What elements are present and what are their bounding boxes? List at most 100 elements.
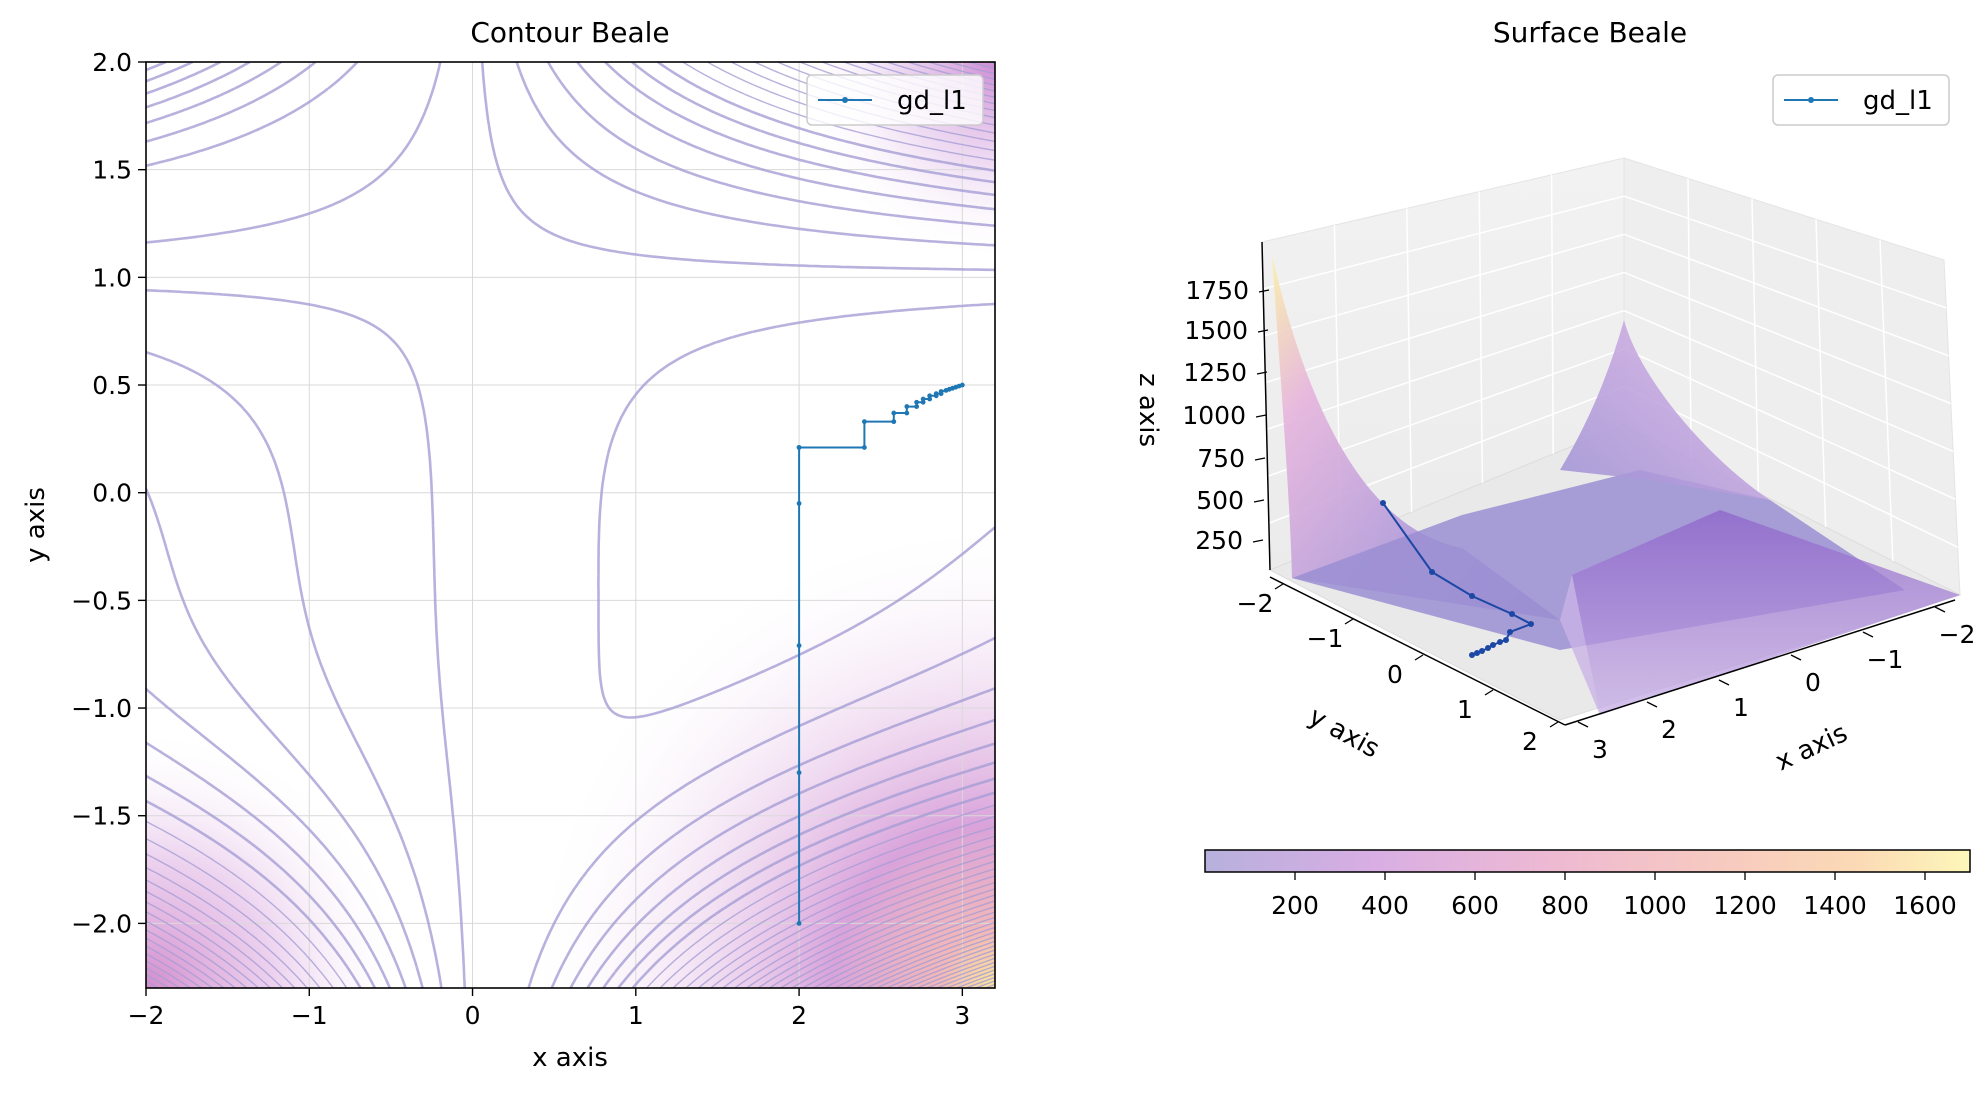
contour-level-3: [146, 62, 995, 988]
contour-level-20: [146, 62, 995, 988]
colorbar-tick-label: 1600: [1893, 891, 1957, 920]
contour-grid: [146, 62, 995, 988]
surface-z-tick-mark: [1257, 329, 1269, 333]
surface-y-tick-mark: [1274, 583, 1284, 590]
gd-l1-point: [914, 399, 920, 405]
pane-grid-line: [1623, 195, 1947, 309]
surface-x-tick-mark: [1862, 631, 1874, 638]
surface-gd-l1-point: [1429, 569, 1435, 575]
contour-level-19: [146, 62, 995, 988]
surface-z-tick-label: 500: [1196, 486, 1244, 515]
pane-grid-line: [1266, 309, 1625, 431]
pane-grid-line: [1623, 348, 1956, 500]
surface-z-tick-label: 1750: [1185, 276, 1249, 305]
pane-grid-line: [1751, 198, 1760, 494]
surface-y-tick-mark: [1484, 689, 1494, 696]
gd-l1-point: [796, 445, 802, 450]
contour-y-tick-label: 0.5: [92, 371, 132, 400]
gd-l1-point: [796, 770, 802, 776]
contour-axes-frame: [145, 61, 996, 989]
contour-level-4: [146, 62, 995, 988]
colorbar-tick-label: 400: [1361, 891, 1409, 920]
pane-grid-line: [1406, 208, 1413, 513]
pane-grid-line: [1623, 271, 1952, 405]
surface-z-ticks: 250 500 750 1000 1250 1500 1750: [1182, 276, 1270, 555]
colorbar-tick-label: 600: [1451, 891, 1499, 920]
colorbar-tick-label: 1000: [1623, 891, 1687, 920]
surface-x-tick-mark: [1646, 701, 1658, 708]
surface-y-label: y axis: [1303, 702, 1384, 765]
contour-level-9: [146, 62, 995, 988]
surface-x-tick-label: 2: [1661, 715, 1677, 744]
gd-l1-point: [796, 643, 802, 648]
surface-gd-l1-point: [1485, 645, 1491, 651]
contour-y-tick-label: −1.0: [71, 694, 132, 723]
colorbar-tick-label: 1200: [1713, 891, 1777, 920]
gd-l1-point: [891, 410, 897, 416]
gd-l1-point: [861, 419, 867, 425]
pane-grid-line: [1550, 174, 1554, 455]
contour-level-7: [146, 62, 995, 988]
surface-x-tick-label: 1: [1733, 693, 1749, 722]
surface-x-tick-label: 0: [1805, 668, 1821, 697]
surface-front-fold: [1572, 510, 1960, 715]
surface-title: Surface Beale: [1493, 16, 1687, 49]
gd-l1-point: [796, 501, 802, 506]
contour-legend: gd_l1: [806, 74, 984, 126]
colorbar-tick-label: 200: [1271, 891, 1319, 920]
surface-gd-l1-point: [1497, 639, 1503, 645]
surface-legend: gd_l1: [1772, 74, 1950, 126]
surface-z-tick-mark: [1256, 371, 1268, 375]
surface-gd-l1-point: [1469, 652, 1475, 658]
contour-legend-box: [806, 74, 984, 126]
surface-gd-l1-point: [1490, 642, 1496, 648]
gd-l1-point: [861, 445, 867, 450]
contour-x-tick-label: −2: [128, 1001, 165, 1030]
surface-chart: Surface Beale 2505007501000125015001750 …: [1133, 16, 1975, 920]
surface-front-lip: [1560, 575, 1600, 715]
contour-title: Contour Beale: [470, 16, 669, 49]
contour-y-tick-label: 1.0: [92, 263, 132, 292]
surface-z-tick-mark: [1258, 289, 1270, 293]
pane-grid-line: [1478, 191, 1484, 484]
contour-level-17: [146, 62, 995, 988]
surface-gd-l1-point: [1474, 650, 1480, 656]
surface-z-label: z axis: [1133, 373, 1163, 447]
pane-grid-line: [1623, 386, 1959, 548]
surface-x-tick-label: −2: [1939, 620, 1976, 649]
surface-x-tick-mark: [1718, 679, 1730, 686]
surface-y-tick-mark: [1414, 654, 1424, 661]
colorbar: 200 400 600 800 1000 1200 1400 1600: [1204, 849, 1971, 920]
contour-y-tick-label: −2.0: [71, 909, 132, 938]
surface-x-ticks: −2 −1 0 1 2 3: [1577, 606, 1976, 764]
surface-gd-l1-point: [1479, 648, 1485, 654]
contour-x-ticks: −2 −1 0 1 2 3: [128, 988, 970, 1030]
contour-y-tick-label: 2.0: [92, 48, 132, 77]
surface-legend-label: gd_l1: [1863, 86, 1933, 116]
surface-z-tick-label: 1250: [1183, 358, 1247, 387]
surface-z-tick-label: 1500: [1184, 316, 1248, 345]
gd-l1-point: [927, 393, 933, 399]
surface-y-axis-line: [1269, 576, 1566, 726]
contour-legend-marker: [842, 97, 848, 103]
contour-level-5: [146, 62, 995, 988]
gd-l1-point: [920, 396, 926, 402]
surface-gd-l1-point: [1528, 621, 1534, 627]
gd-l1-point: [891, 419, 897, 425]
surface-gd-l1-point: [1469, 593, 1475, 599]
surface-z-tick-label: 250: [1195, 526, 1243, 555]
contour-y-ticks: −2.0 −1.5 −1.0 −0.5 0.0 0.5 1.0 1.5 2.0: [71, 48, 146, 938]
surface-z-tick-mark: [1254, 457, 1266, 461]
contour-y-tick-label: −0.5: [71, 586, 132, 615]
contour-level-24: [146, 921, 995, 988]
surface-y-tick-label: 1: [1457, 695, 1473, 724]
contour-x-tick-label: 1: [628, 1001, 644, 1030]
surface-y-ticks: −2 −1 0 1 2: [1237, 583, 1559, 756]
surface-x-tick-mark: [1934, 606, 1946, 613]
contour-y-tick-label: 1.5: [92, 156, 132, 185]
colorbar-tick-label: 800: [1541, 891, 1589, 920]
contour-legend-label: gd_l1: [897, 86, 967, 116]
contour-y-tick-label: −1.5: [71, 802, 132, 831]
gd-l1-point: [904, 404, 910, 409]
surface-x-axis-line: [1564, 599, 1956, 726]
